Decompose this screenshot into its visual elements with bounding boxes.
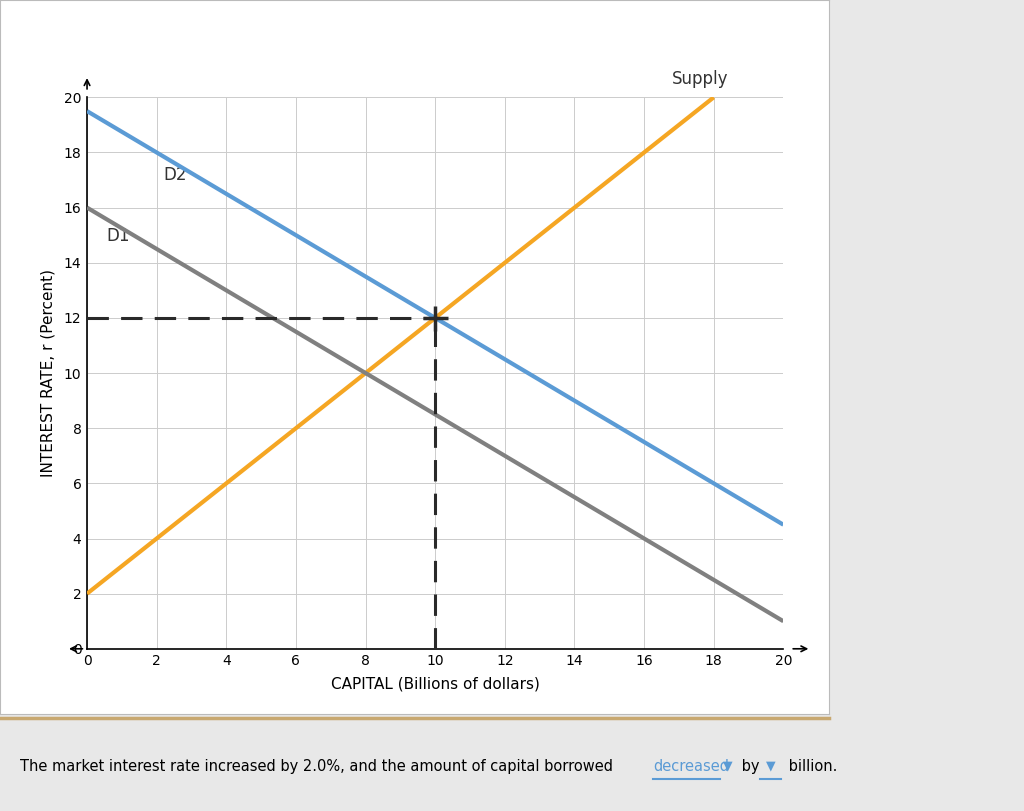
Text: ▼: ▼ [766,760,775,773]
Text: ▼: ▼ [723,760,732,773]
Text: D1: D1 [106,227,130,245]
Text: Supply: Supply [672,70,728,88]
Text: decreased: decreased [653,759,729,774]
Text: billion.: billion. [784,759,838,774]
X-axis label: CAPITAL (Billions of dollars): CAPITAL (Billions of dollars) [331,676,540,692]
Y-axis label: INTEREST RATE, r (Percent): INTEREST RATE, r (Percent) [40,269,55,477]
Text: The market interest rate increased by 2.0%, and the amount of capital borrowed: The market interest rate increased by 2.… [20,759,613,774]
Text: by: by [737,759,764,774]
Text: D2: D2 [164,166,187,184]
